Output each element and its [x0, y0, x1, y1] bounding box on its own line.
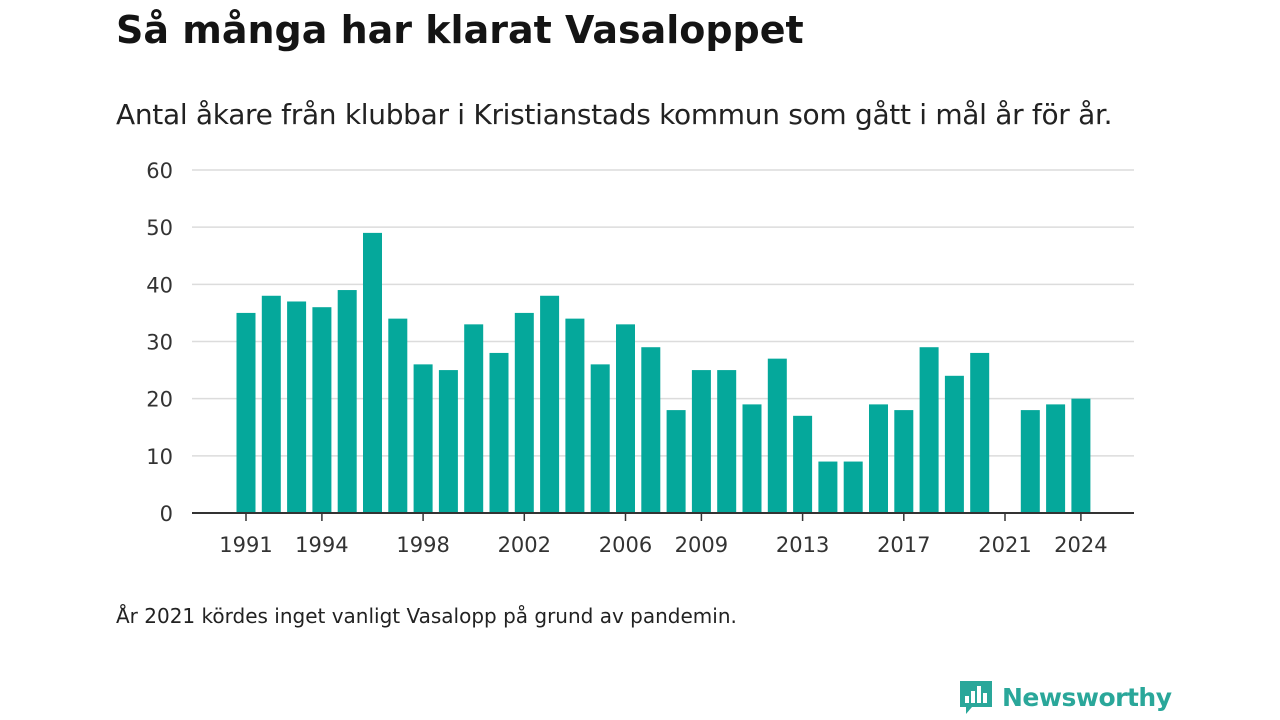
- bar-1993: [287, 301, 307, 513]
- x-tick-label: 2017: [877, 533, 930, 557]
- bar-2012: [767, 358, 787, 513]
- brand-name: Newsworthy: [1002, 682, 1172, 712]
- y-tick-label: 0: [160, 502, 173, 526]
- bar-1997: [388, 318, 408, 513]
- bar-1998: [413, 364, 433, 513]
- bar-chart: 0 10 20 30 40 50 60 1991 1994 1998 2002 2006 2009 20…: [146, 159, 1134, 557]
- bar-2010: [717, 370, 737, 513]
- bar-2011: [742, 404, 762, 513]
- footnote: År 2021 kördes inget vanligt Vasalopp på…: [116, 604, 737, 628]
- bar-2009: [691, 370, 711, 513]
- bar-1991: [236, 312, 256, 513]
- y-axis-ticks: 0 10 20 30 40 50 60: [146, 159, 173, 526]
- bar-1999: [438, 370, 458, 513]
- bar-2018: [919, 347, 939, 513]
- y-tick-label: 10: [146, 445, 173, 469]
- bar-2004: [565, 318, 585, 513]
- x-tick-label: 2002: [498, 533, 551, 557]
- bar-1996: [363, 232, 382, 513]
- bar-2002: [514, 312, 534, 513]
- bar-1995: [337, 290, 357, 513]
- x-tick-label: 2006: [599, 533, 652, 557]
- x-tick-label: 2009: [675, 533, 728, 557]
- bar-2001: [489, 352, 509, 513]
- bar-2003: [540, 295, 560, 513]
- gridlines: [192, 169, 1134, 457]
- bar-2005: [590, 364, 610, 513]
- bar-2015: [843, 461, 863, 513]
- x-axis-ticks: 1991 1994 1998 2002 2006 2009 2013 2017 2021 2024: [219, 513, 1108, 557]
- bar-2017: [894, 410, 914, 513]
- bar-2006: [616, 324, 635, 513]
- bar-2019: [944, 375, 964, 513]
- chart-title: Så många har klarat Vasaloppet: [116, 8, 804, 52]
- y-tick-label: 50: [146, 216, 173, 240]
- x-tick-label: 1991: [219, 533, 272, 557]
- bar-2020: [970, 352, 990, 513]
- x-tick-label: 1994: [295, 533, 348, 557]
- bar-2013: [793, 415, 813, 513]
- y-tick-label: 60: [146, 159, 173, 183]
- x-tick-label: 2024: [1054, 533, 1107, 557]
- bar-2000: [464, 324, 484, 513]
- y-tick-label: 30: [146, 331, 173, 355]
- x-tick-label: 2021: [978, 533, 1031, 557]
- bars: [236, 232, 1091, 513]
- chart-subtitle: Antal åkare från klubbar i Kristianstads…: [116, 98, 1113, 131]
- bar-chart-logo-icon: [960, 681, 992, 714]
- bar-2007: [641, 347, 661, 513]
- x-tick-label: 2013: [776, 533, 829, 557]
- bar-1992: [261, 295, 281, 513]
- bar-2023: [1046, 404, 1066, 513]
- bar-1994: [312, 307, 332, 513]
- y-tick-label: 40: [146, 273, 173, 297]
- bar-2024: [1071, 398, 1091, 513]
- bar-2014: [818, 461, 838, 513]
- x-tick-label: 1998: [396, 533, 449, 557]
- bar-2016: [869, 404, 888, 513]
- newsworthy-logo: Newsworthy: [958, 680, 1172, 714]
- y-tick-label: 20: [146, 388, 173, 412]
- bar-2008: [666, 410, 686, 513]
- bar-2022: [1020, 410, 1040, 513]
